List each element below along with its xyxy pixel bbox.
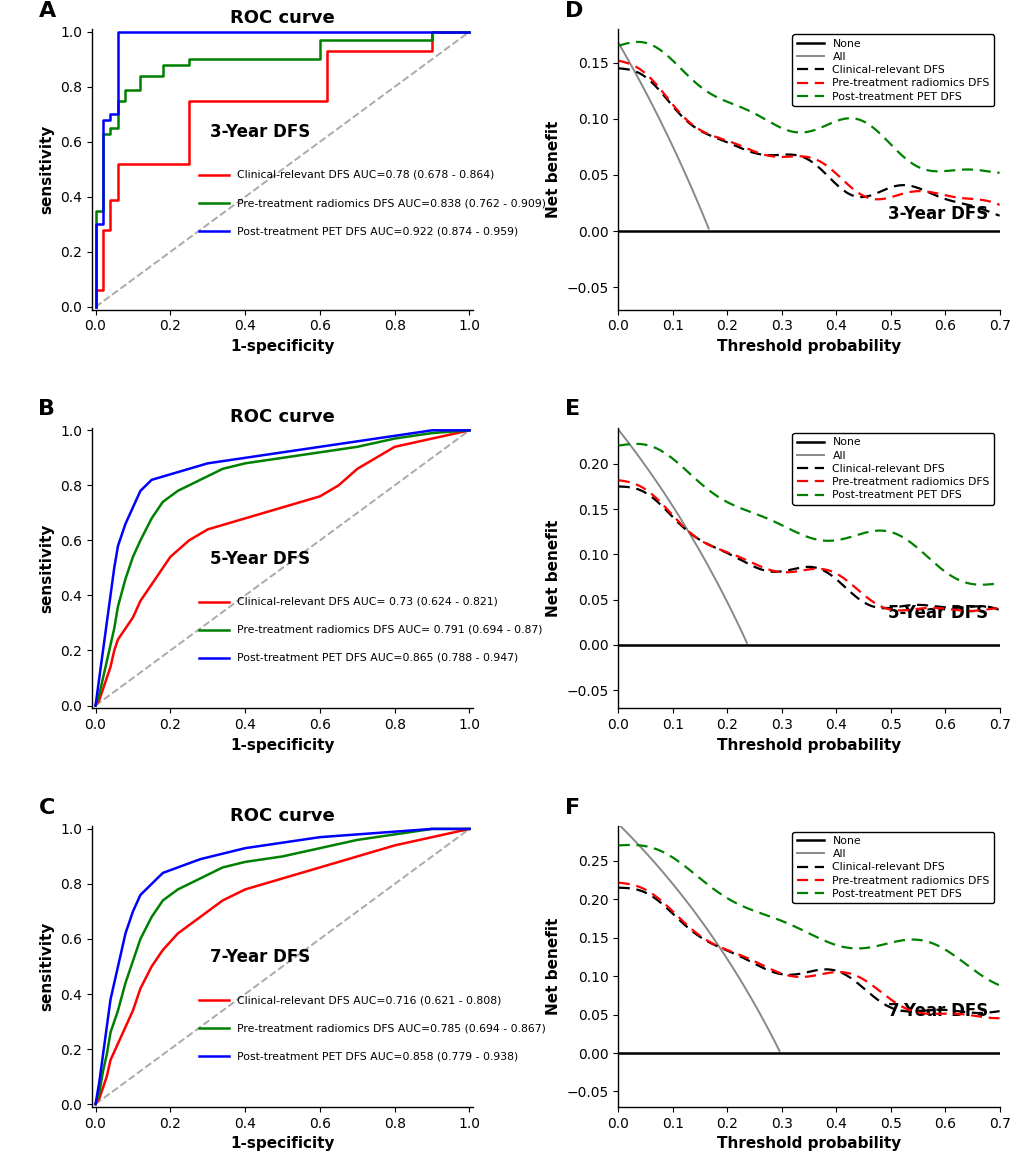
Title: ROC curve: ROC curve xyxy=(230,408,334,427)
Text: Pre-treatment radiomics DFS AUC= 0.791 (0.694 - 0.87): Pre-treatment radiomics DFS AUC= 0.791 (… xyxy=(236,625,542,635)
Text: B: B xyxy=(39,400,55,420)
Text: D: D xyxy=(565,1,583,21)
Y-axis label: sensitivity: sensitivity xyxy=(40,921,54,1011)
Y-axis label: Net benefit: Net benefit xyxy=(545,519,560,617)
Text: Clinical-relevant DFS AUC= 0.73 (0.624 - 0.821): Clinical-relevant DFS AUC= 0.73 (0.624 -… xyxy=(236,597,497,606)
Text: Post-treatment PET DFS AUC=0.922 (0.874 - 0.959): Post-treatment PET DFS AUC=0.922 (0.874 … xyxy=(236,226,518,236)
Legend: None, All, Clinical-relevant DFS, Pre-treatment radiomics DFS, Post-treatment PE: None, All, Clinical-relevant DFS, Pre-tr… xyxy=(792,35,994,107)
Y-axis label: sensitivity: sensitivity xyxy=(40,523,54,613)
Text: Post-treatment PET DFS AUC=0.865 (0.788 - 0.947): Post-treatment PET DFS AUC=0.865 (0.788 … xyxy=(236,653,518,663)
Y-axis label: Net benefit: Net benefit xyxy=(545,918,560,1015)
Legend: None, All, Clinical-relevant DFS, Pre-treatment radiomics DFS, Post-treatment PE: None, All, Clinical-relevant DFS, Pre-tr… xyxy=(792,831,994,903)
Title: ROC curve: ROC curve xyxy=(230,807,334,824)
X-axis label: Threshold probability: Threshold probability xyxy=(716,737,900,752)
Text: E: E xyxy=(565,400,580,420)
X-axis label: Threshold probability: Threshold probability xyxy=(716,1136,900,1151)
X-axis label: 1-specificity: 1-specificity xyxy=(230,1136,334,1151)
Text: Pre-treatment radiomics DFS AUC=0.785 (0.694 - 0.867): Pre-treatment radiomics DFS AUC=0.785 (0… xyxy=(236,1023,545,1034)
Y-axis label: Net benefit: Net benefit xyxy=(545,121,560,218)
Text: 7-Year DFS: 7-Year DFS xyxy=(887,1003,987,1020)
X-axis label: 1-specificity: 1-specificity xyxy=(230,338,334,353)
Legend: None, All, Clinical-relevant DFS, Pre-treatment radiomics DFS, Post-treatment PE: None, All, Clinical-relevant DFS, Pre-tr… xyxy=(792,433,994,504)
Text: 5-Year DFS: 5-Year DFS xyxy=(888,604,987,622)
Text: Clinical-relevant DFS AUC=0.716 (0.621 - 0.808): Clinical-relevant DFS AUC=0.716 (0.621 -… xyxy=(236,996,500,1005)
Y-axis label: sensitivity: sensitivity xyxy=(40,125,54,214)
Text: F: F xyxy=(565,799,580,818)
Text: A: A xyxy=(39,1,56,21)
Text: 3-Year DFS: 3-Year DFS xyxy=(210,123,310,141)
Text: 3-Year DFS: 3-Year DFS xyxy=(887,205,987,224)
Text: 7-Year DFS: 7-Year DFS xyxy=(210,948,310,967)
X-axis label: Threshold probability: Threshold probability xyxy=(716,338,900,353)
Title: ROC curve: ROC curve xyxy=(230,9,334,28)
Text: 5-Year DFS: 5-Year DFS xyxy=(210,549,310,568)
X-axis label: 1-specificity: 1-specificity xyxy=(230,737,334,752)
Text: Post-treatment PET DFS AUC=0.858 (0.779 - 0.938): Post-treatment PET DFS AUC=0.858 (0.779 … xyxy=(236,1051,518,1062)
Text: Clinical-relevant DFS AUC=0.78 (0.678 - 0.864): Clinical-relevant DFS AUC=0.78 (0.678 - … xyxy=(236,170,493,180)
Text: Pre-treatment radiomics DFS AUC=0.838 (0.762 - 0.909): Pre-treatment radiomics DFS AUC=0.838 (0… xyxy=(236,198,545,207)
Text: C: C xyxy=(39,799,55,818)
